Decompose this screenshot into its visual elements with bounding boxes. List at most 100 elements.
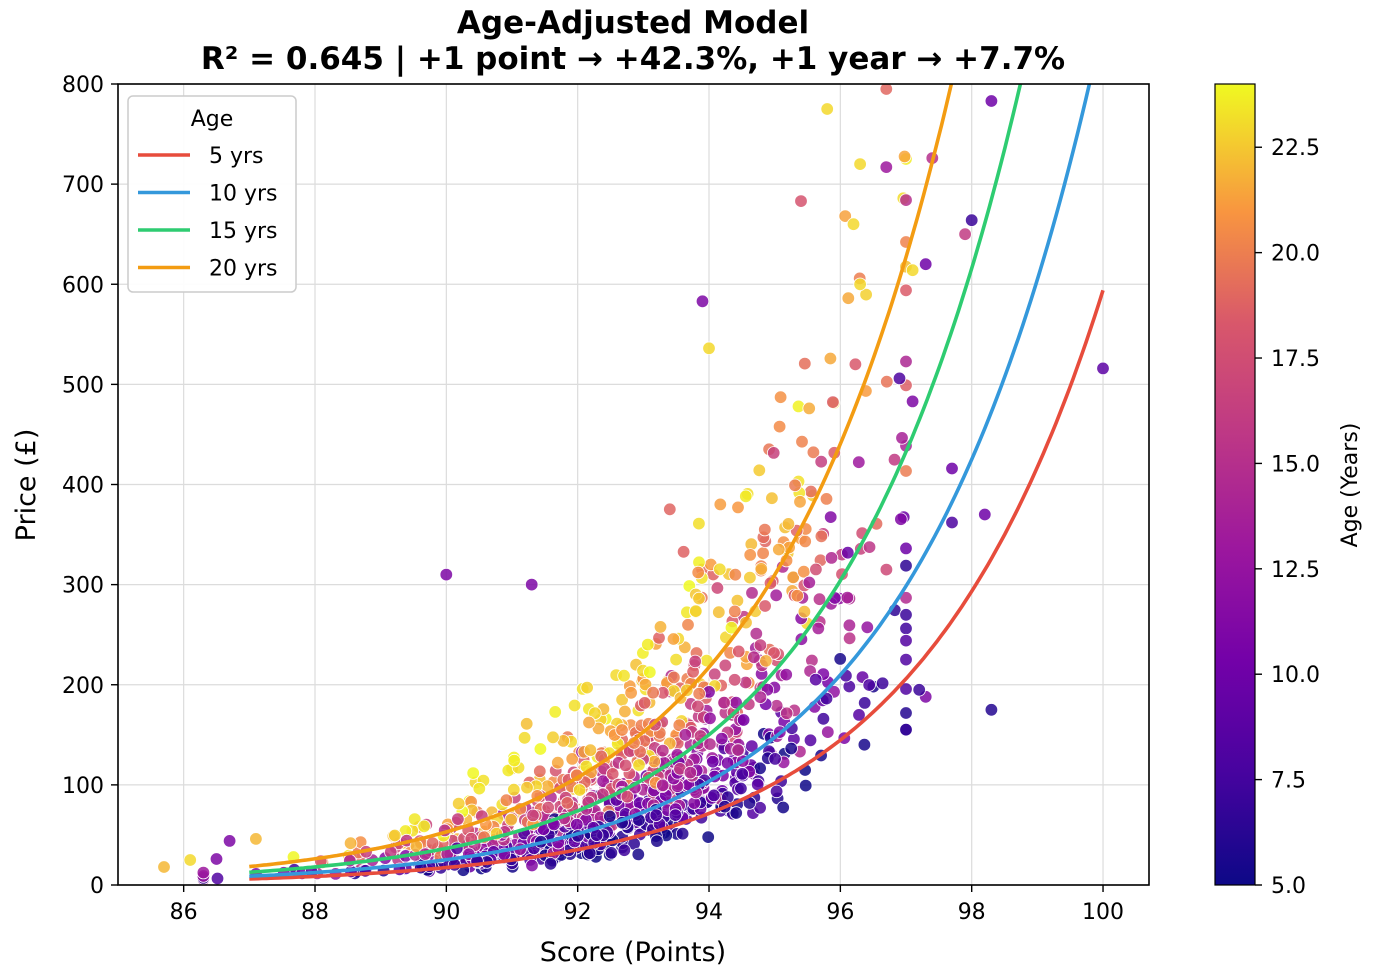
scatter-point [567,698,582,713]
scatter-point [618,704,632,719]
scatter-point [668,808,683,822]
colorbar-label: Age (Years) [1338,423,1363,548]
scatter-point [731,500,745,515]
y-tick-label: 100 [62,774,104,799]
legend-label: 5 yrs [209,144,264,169]
y-tick-label: 300 [62,574,104,599]
scatter-point [919,257,933,271]
scatter-point [525,577,539,592]
scatter-point [841,546,855,560]
scatter-point [848,357,863,372]
scatter-point [880,375,894,389]
scatter-point [582,715,596,730]
scatter-point [756,546,770,560]
scatter-point [425,836,440,850]
scatter-point [736,713,751,727]
scatter-point [879,562,894,577]
scatter-point [892,371,907,386]
scatter-point [618,758,633,773]
scatter-point [768,752,782,766]
scatter-point [701,830,715,844]
scatter-point [646,686,660,700]
scatter-point [899,464,913,478]
scatter-point [894,512,908,526]
scatter-point [615,723,629,737]
scatter-point [899,354,913,369]
scatter-point [840,590,855,605]
scatter-point [802,575,817,590]
scatter-point [820,102,834,116]
scatter-point [183,853,197,867]
scatter-point [753,690,768,704]
scatter-point [879,160,894,174]
scatter-point [798,534,812,549]
scatter-point [620,790,635,804]
x-tick-label: 86 [170,900,198,925]
fit-curve-5-yrs [249,289,1105,881]
scatter-point [1096,361,1110,376]
scatter-point [675,827,690,841]
scatter-point [899,608,913,622]
scatter-point [692,516,706,531]
scatter-point [859,287,873,302]
x-tick-label: 92 [564,900,592,925]
scatter-point [565,752,579,766]
scatter-point [631,847,646,862]
scatter-point [735,767,750,781]
scatter-point [678,728,693,742]
scatter-point [525,858,539,873]
scatter-point [570,817,584,832]
scatter-point [899,633,913,648]
scatter-point [533,742,548,756]
scatter-point [803,733,818,748]
y-axis-ticks: 0 100 200 300 400 500 600 700 800 [62,73,118,899]
scatter-point [788,478,802,493]
scatter-point [632,758,646,772]
scatter-point [343,836,358,850]
scatter-point [799,778,813,793]
scatter-point [507,753,521,768]
scatter-point [695,294,710,309]
y-tick-label: 0 [90,874,104,899]
fit-curve-20-yrs [249,84,954,869]
scatter-point [606,767,620,781]
scatter-point [209,852,224,866]
scatter-point [858,696,872,710]
scatter-point [798,356,812,371]
scatter-point [683,765,698,780]
legend-label: 15 yrs [209,219,278,244]
scatter-point [824,510,838,524]
scatter-point [833,652,847,666]
colorbar-tick-label: 12.5 [1271,558,1320,583]
fit-curve-15-yrs [249,84,1023,875]
scatter-point [583,743,598,757]
scatter-point [691,565,705,580]
scatter-point [754,562,769,576]
legend-label: 20 yrs [209,257,278,282]
scatter-point [958,227,972,241]
scatter-point [647,754,662,769]
scatter-point [780,706,794,721]
scatter-point [638,696,652,710]
scatter-point [793,495,807,509]
scatter-point [729,806,743,820]
scatter-point [758,599,772,613]
scatter-point [653,620,668,634]
scatter-point [743,548,757,562]
scatter-point [656,778,670,793]
scatter-point [707,788,721,803]
scatter-point [745,586,759,600]
scatter-point [692,591,706,606]
scatter-point [499,793,514,807]
scatter-point [643,665,657,679]
colorbar-tick-label: 15.0 [1271,452,1320,477]
scatter-point [838,209,852,223]
scatter-point [249,832,263,846]
colorbar-tick-label: 22.5 [1271,136,1320,161]
fit-curves [249,84,1105,881]
scatter-point [520,717,534,731]
scatter-point [781,517,796,531]
scatter-point [672,718,687,732]
scatter-point [899,559,913,573]
